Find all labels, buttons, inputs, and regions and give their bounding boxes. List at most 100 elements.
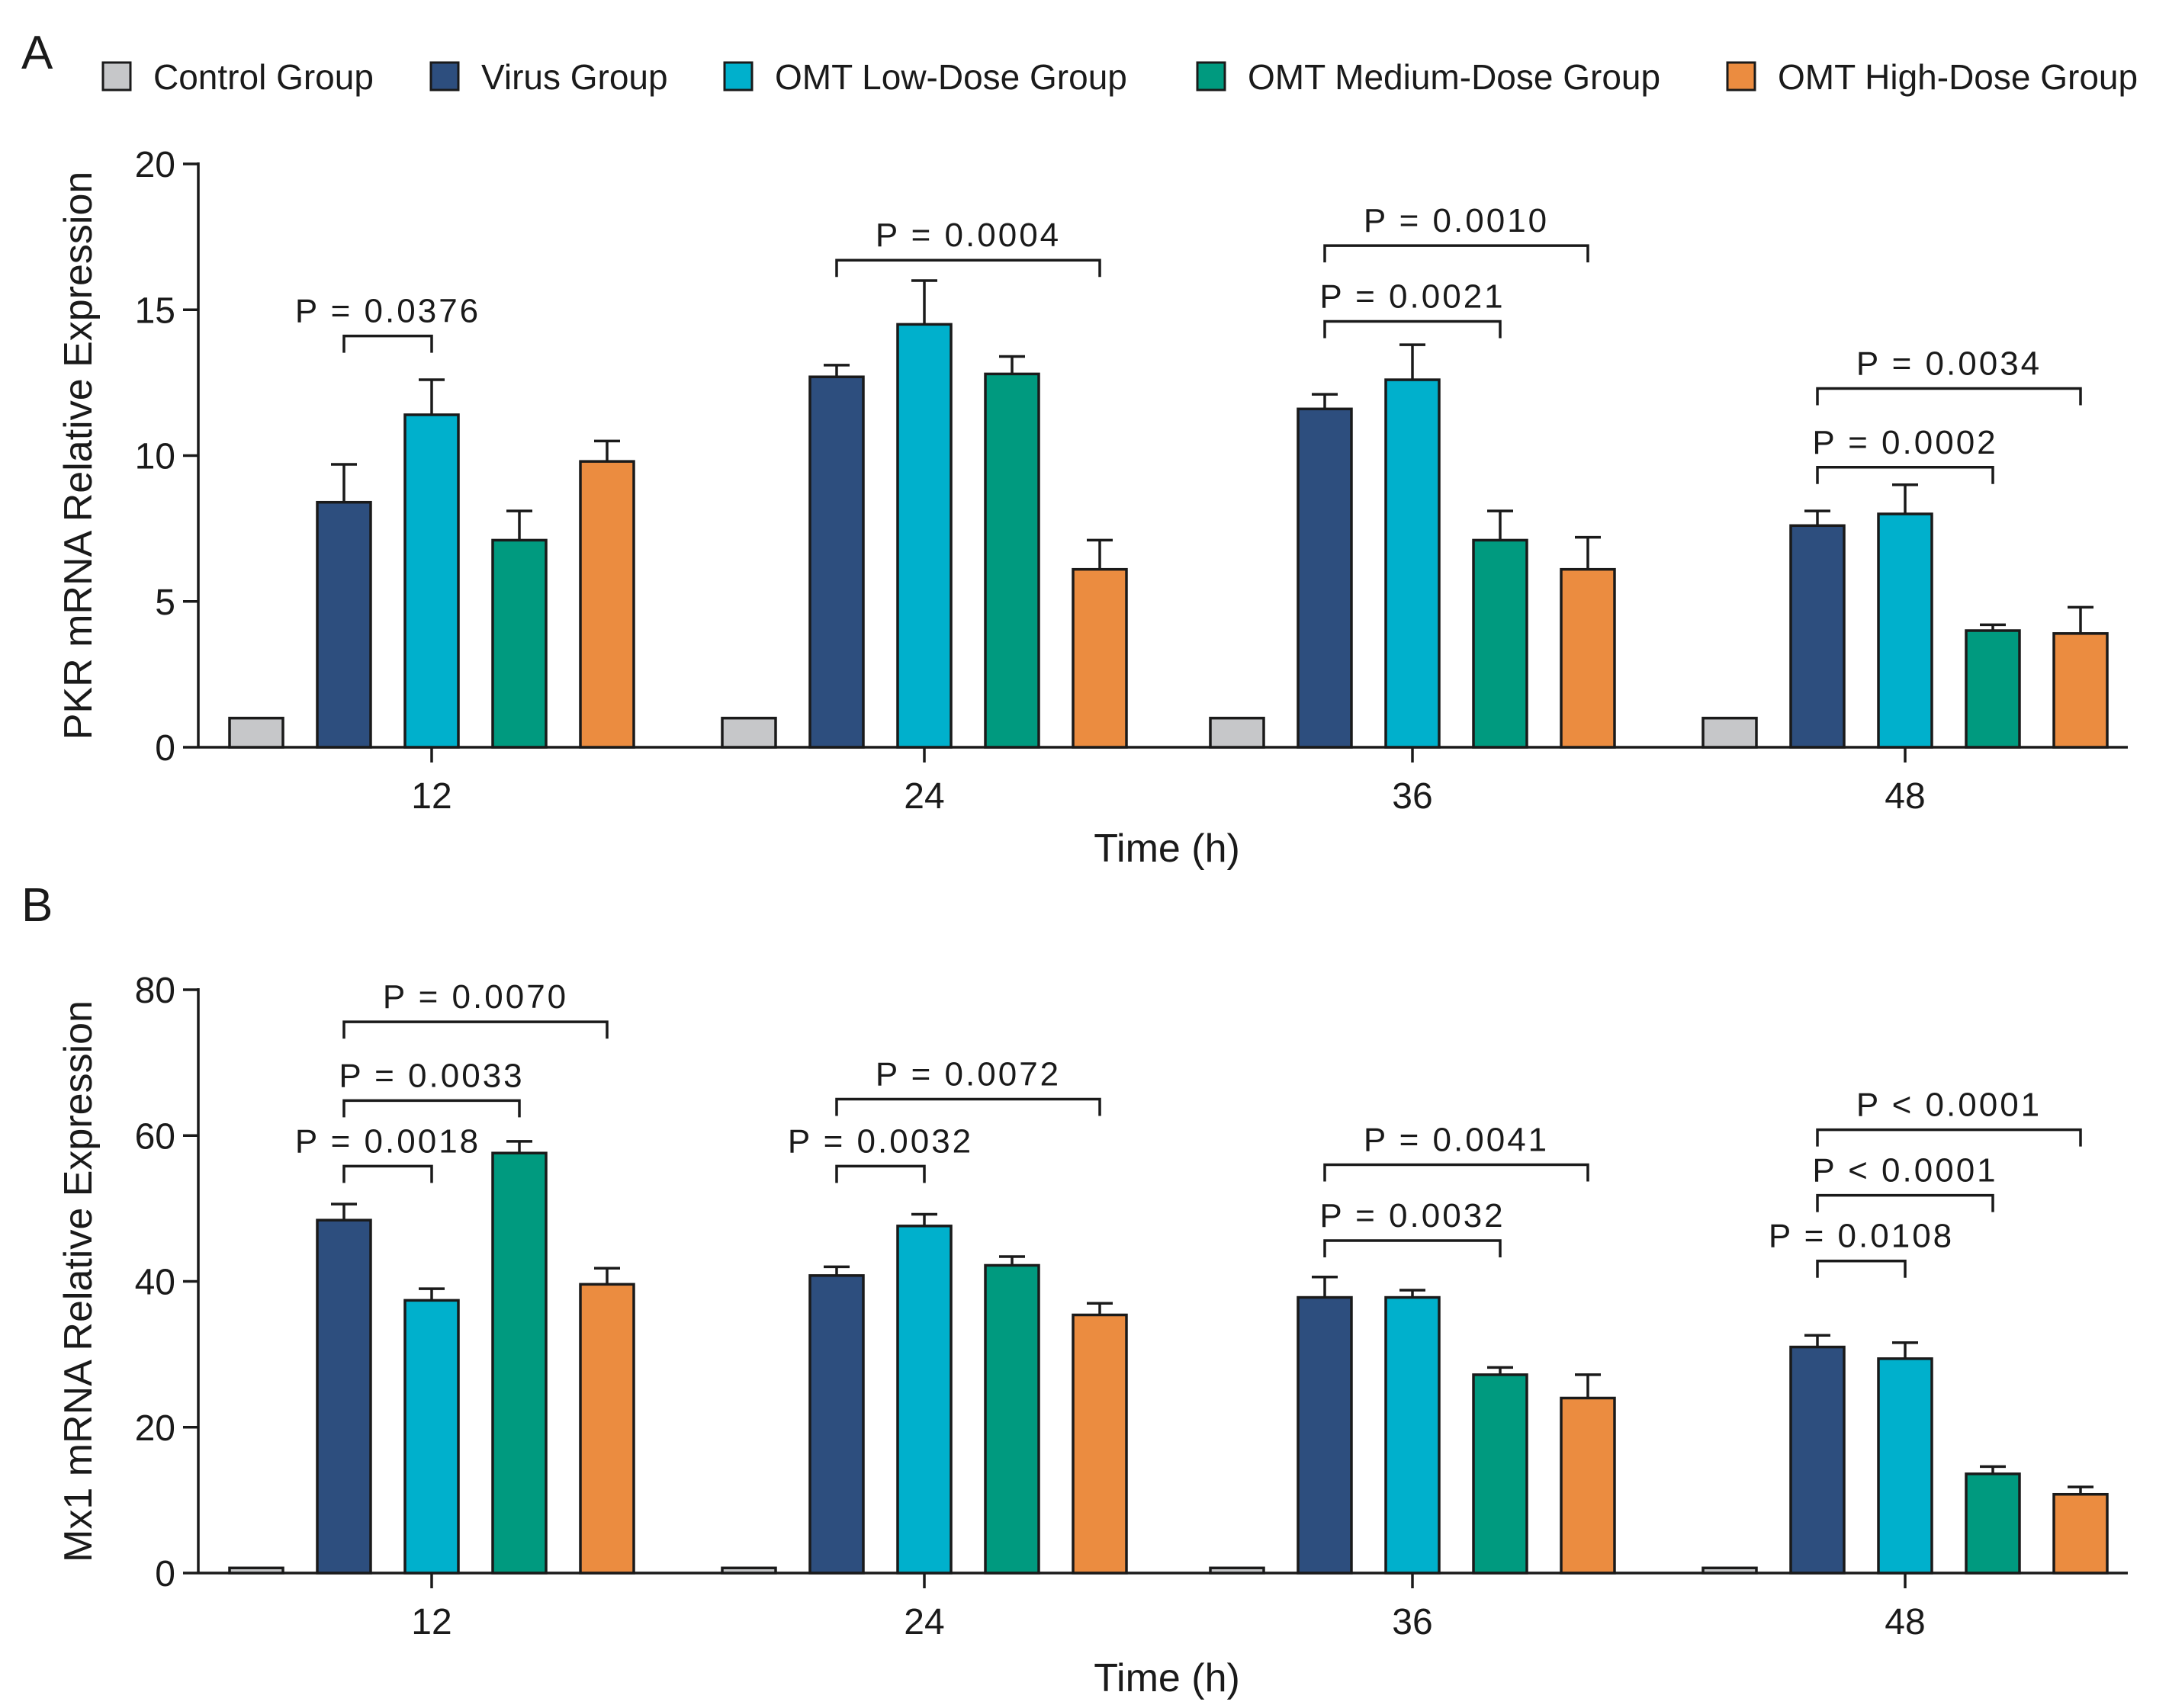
- bar-medium-24: [984, 372, 1040, 749]
- panel-b: B 0 20 40 60 80 Mx1 mRNA Relative Expression Ti…: [21, 879, 2128, 1700]
- legend-swatch-high: [1726, 61, 1756, 92]
- bar-control-24: [721, 1566, 777, 1575]
- x-tick-label: 12: [411, 1602, 451, 1642]
- y-tick-label: 5: [155, 583, 175, 623]
- bar-high-36: [1560, 567, 1616, 749]
- bar-medium-48: [1965, 629, 2021, 749]
- bar-control-48: [1701, 717, 1758, 749]
- bar-low-36: [1384, 378, 1441, 749]
- panel-letter: A: [21, 27, 53, 79]
- p-value-label: P = 0.0032: [1319, 1197, 1505, 1234]
- panel-a: A 0 5 10 15 20 PKR mRNA Relative Expression Tim…: [21, 27, 2128, 871]
- y-tick-label: 60: [135, 1116, 175, 1157]
- x-tick-label: 36: [1392, 776, 1432, 817]
- significance-bracket: [1323, 1239, 1502, 1257]
- y-axis-label: Mx1 mRNA Relative Expression: [56, 1000, 101, 1562]
- significance-bracket: [342, 334, 433, 353]
- significance-bracket: [342, 1164, 433, 1183]
- bar-low-48: [1877, 1357, 1933, 1575]
- significance-bracket: [342, 1099, 521, 1118]
- panel-letter: B: [21, 879, 53, 932]
- bar-virus-36: [1297, 407, 1353, 749]
- p-value-label: P < 0.0001: [1856, 1087, 2042, 1124]
- bar-virus-12: [316, 1218, 372, 1575]
- bar-control-12: [228, 1566, 284, 1575]
- significance-bracket: [1816, 387, 2082, 406]
- bar-low-24: [896, 1225, 953, 1575]
- bar-medium-36: [1472, 538, 1528, 749]
- legend-swatch-control: [101, 61, 132, 92]
- bar-medium-12: [491, 538, 548, 749]
- x-tick-label: 48: [1885, 776, 1925, 817]
- bar-low-36: [1384, 1295, 1441, 1575]
- p-value-label: P = 0.0376: [295, 293, 480, 330]
- bar-virus-24: [808, 1274, 865, 1575]
- y-tick-label: 15: [135, 291, 175, 331]
- significance-bracket: [1816, 1128, 2082, 1147]
- bar-control-12: [228, 717, 284, 749]
- p-value-label: P = 0.0034: [1856, 345, 2042, 383]
- p-value-label: P = 0.0041: [1364, 1122, 1549, 1159]
- x-tick-label: 48: [1885, 1602, 1925, 1642]
- significance-bracket: [342, 1020, 609, 1039]
- bar-high-24: [1072, 1313, 1128, 1575]
- significance-bracket: [1816, 1259, 1907, 1278]
- p-value-label: P = 0.0004: [876, 217, 1061, 254]
- significance-bracket: [1323, 1163, 1589, 1182]
- legend-label-virus: Virus Group: [481, 57, 668, 97]
- bar-medium-24: [984, 1263, 1040, 1575]
- bar-control-24: [721, 717, 777, 749]
- bar-medium-48: [1965, 1472, 2021, 1575]
- bar-control-36: [1209, 717, 1265, 749]
- p-value-label: P = 0.0002: [1812, 424, 1997, 461]
- legend-swatch-medium: [1196, 61, 1226, 92]
- y-tick-label: 80: [135, 971, 175, 1011]
- p-value-label: P = 0.0070: [383, 978, 568, 1016]
- bar-virus-12: [316, 500, 372, 749]
- significance-bracket: [1816, 1193, 1994, 1212]
- legend-label-low: OMT Low-Dose Group: [775, 57, 1127, 97]
- x-tick-label: 36: [1392, 1602, 1432, 1642]
- y-tick-label: 0: [155, 728, 175, 769]
- legend-swatch-virus: [429, 61, 460, 92]
- p-value-label: P = 0.0108: [1769, 1218, 1954, 1255]
- p-value-label: P = 0.0018: [295, 1122, 480, 1160]
- bar-high-36: [1560, 1396, 1616, 1575]
- significance-bracket: [835, 1097, 1101, 1116]
- bar-medium-36: [1472, 1373, 1528, 1575]
- p-value-label: P = 0.0033: [339, 1057, 524, 1094]
- p-value-label: P = 0.0010: [1364, 202, 1549, 239]
- bar-virus-48: [1789, 524, 1846, 749]
- x-tick-label: 24: [904, 1602, 944, 1642]
- p-value-label: P = 0.0032: [788, 1122, 973, 1160]
- p-value-label: P < 0.0001: [1812, 1152, 1997, 1190]
- significance-bracket: [1323, 244, 1589, 263]
- y-tick-label: 40: [135, 1263, 175, 1303]
- bar-low-24: [896, 323, 953, 749]
- significance-bracket: [1323, 319, 1502, 339]
- legend: Control Group Virus Group OMT Low-Dose Gro…: [101, 57, 2138, 97]
- bar-low-48: [1877, 512, 1933, 749]
- p-value-label: P = 0.0021: [1319, 278, 1505, 316]
- bar-virus-48: [1789, 1345, 1846, 1575]
- x-tick-label: 24: [904, 776, 944, 817]
- x-tick-label: 12: [411, 776, 451, 817]
- bar-high-12: [579, 1283, 635, 1575]
- legend-swatch-low: [723, 61, 754, 92]
- y-tick-label: 20: [135, 1408, 175, 1449]
- bar-virus-24: [808, 375, 865, 749]
- bar-virus-36: [1297, 1295, 1353, 1575]
- bar-control-48: [1701, 1566, 1758, 1575]
- bar-control-36: [1209, 1566, 1265, 1575]
- y-tick-label: 20: [135, 145, 175, 185]
- x-axis-label: Time (h): [1094, 827, 1240, 871]
- bar-low-12: [403, 1299, 460, 1575]
- bar-high-24: [1072, 567, 1128, 749]
- bar-medium-12: [491, 1151, 548, 1575]
- bar-low-12: [403, 413, 460, 749]
- y-tick-label: 0: [155, 1554, 175, 1594]
- y-tick-label: 10: [135, 437, 175, 477]
- significance-bracket: [835, 1164, 926, 1183]
- legend-label-high: OMT High-Dose Group: [1778, 57, 2138, 97]
